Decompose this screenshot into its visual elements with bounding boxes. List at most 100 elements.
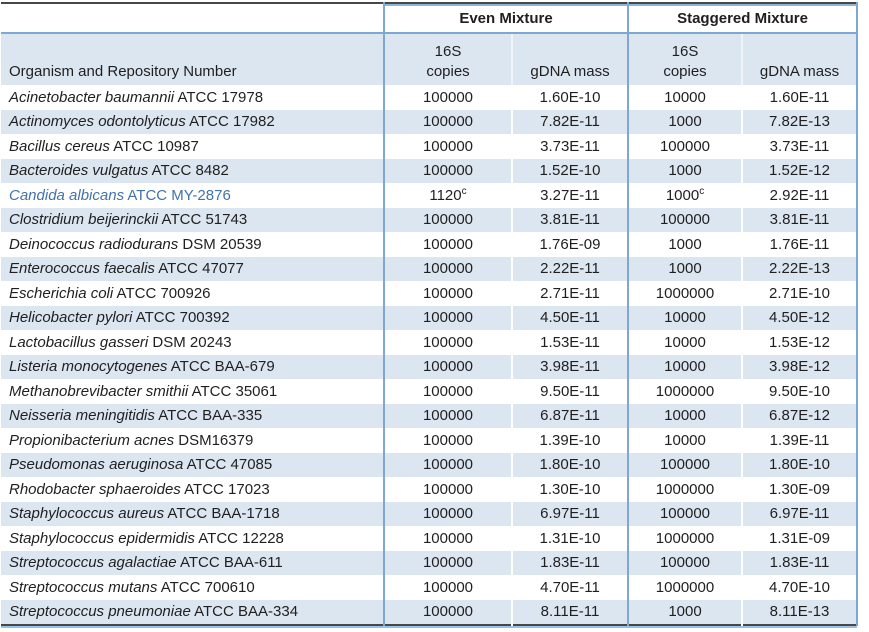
table-row: Acinetobacter baumannii ATCC 17978 100000… (1, 85, 858, 110)
staggered-16s-copies-cell: 1000000 (627, 575, 743, 600)
even-gdna-mass-cell: 9.50E-11 (540, 382, 600, 400)
even-gdna-mass-cell: 2.22E-11 (540, 260, 600, 278)
even-16s-copies-cell: 100000 (383, 158, 513, 183)
table-row: Streptococcus mutans ATCC 700610 100000 4.… (1, 575, 858, 600)
footnote-marker: c (461, 185, 467, 197)
even-gdna-mass-cell: 1.52E-10 (539, 162, 601, 180)
staggered-gdna-mass-cell: 4.70E-10 (742, 575, 858, 600)
group-header-spacer (1, 3, 384, 34)
organism-species-name: Methanobrevibacter smithii (9, 382, 189, 400)
even-gdna-mass-cell: 6.87E-11 (540, 407, 600, 425)
organism-cell: Enterococcus faecalis ATCC 47077 (9, 260, 244, 278)
organism-species-name: Propionibacterium acnes (9, 431, 175, 449)
organism-cell: Methanobrevibacter smithii ATCC 35061 (9, 382, 278, 400)
staggered-gdna-mass-cell: 7.82E-13 (742, 109, 858, 134)
even-16s-copies-cell: 100000 (383, 477, 513, 502)
staggered-16s-copies-cell: 1000000 (627, 379, 743, 404)
staggered-16s-copies-cell: 1000c (627, 183, 743, 208)
staggered-gdna-mass-cell: 2.71E-10 (742, 281, 858, 306)
organism-cell: Neisseria meningitidis ATCC BAA-335 (9, 407, 263, 425)
even-16s-copies-cell: 100000 (383, 134, 513, 159)
organism-cell: Listeria monocytogenes ATCC BAA-679 (9, 358, 275, 376)
staggered-16s-copies-cell: 100000 (627, 207, 743, 232)
staggered-gdna-mass-cell: 8.11E-13 (742, 599, 858, 625)
staggered-gdna-mass-cell: 2.92E-11 (742, 183, 858, 208)
staggered-gdna-mass-cell: 1.80E-10 (742, 452, 858, 477)
even-16s-copies-cell: 100000 (383, 428, 513, 453)
header-16s-line: 16S (434, 42, 462, 60)
table-row: Helicobacter pylori ATCC 700392 100000 4.5… (1, 305, 858, 330)
organism-cell: Streptococcus pneumoniae ATCC BAA-334 (9, 603, 299, 621)
staggered-16s-copies-cell: 10000 (627, 305, 743, 330)
organism-mixture-table: Even Mixture Staggered Mixture Organism … (1, 2, 858, 626)
staggered-16s-copies-cell: 10000 (627, 354, 743, 379)
table-row: Neisseria meningitidis ATCC BAA-335 10000… (1, 403, 858, 428)
table-row: Staphylococcus aureus ATCC BAA-1718 10000… (1, 501, 858, 526)
even-gdna-mass-cell: 1.60E-10 (539, 88, 601, 106)
even-gdna-mass-cell: 2.71E-11 (540, 284, 600, 302)
table-row: Staphylococcus epidermidis ATCC 12228 100… (1, 526, 858, 551)
staggered-gdna-mass-cell: 6.87E-12 (742, 403, 858, 428)
staggered-16s-copies-cell: 1000000 (627, 526, 743, 551)
staggered-16s-copies-cell: 1000 (627, 599, 743, 625)
even-16s-copies-cell: 100000 (383, 232, 513, 257)
column-header-even-16s-copies: 16S copies (383, 33, 513, 85)
table-row: Rhodobacter sphaeroides ATCC 17023 100000… (1, 477, 858, 502)
staggered-gdna-mass-cell: 1.76E-11 (742, 232, 858, 257)
staggered-16s-copies-cell: 1000 (627, 158, 743, 183)
staggered-16s-copies-cell: 10000 (627, 428, 743, 453)
organism-cell: Acinetobacter baumannii ATCC 17978 (9, 88, 264, 106)
organism-species-name: Deinococcus radiodurans (9, 235, 179, 253)
even-gdna-mass-cell: 1.30E-10 (539, 480, 601, 498)
table-row: Deinococcus radiodurans DSM 20539 100000 1… (1, 232, 858, 257)
organism-species-name: Helicobacter pylori (9, 309, 133, 327)
footnote-marker: c (699, 185, 705, 197)
organism-cell: Bacteroides vulgatus ATCC 8482 (9, 162, 229, 180)
even-gdna-mass-cell: 3.81E-11 (540, 211, 600, 229)
staggered-16s-copies-cell: 100000 (627, 501, 743, 526)
organism-species-name: Bacteroides vulgatus (9, 162, 149, 180)
staggered-gdna-mass-cell: 4.50E-12 (742, 305, 858, 330)
staggered-gdna-mass-cell: 2.22E-13 (742, 256, 858, 281)
even-16s-copies-cell: 100000 (383, 109, 513, 134)
group-header-staggered-mixture: Staggered Mixture (627, 3, 858, 34)
organism-species-name: Streptococcus pneumoniae (9, 603, 191, 621)
table-row: Escherichia coli ATCC 700926 100000 2.71E-… (1, 281, 858, 306)
organism-species-name: Lactobacillus gasseri (9, 333, 149, 351)
staggered-16s-copies-cell: 10000 (627, 85, 743, 110)
even-gdna-mass-cell: 1.83E-11 (540, 554, 600, 572)
organism-species-name: Bacillus cereus (9, 137, 110, 155)
organism-species-name: Enterococcus faecalis (9, 260, 155, 278)
staggered-gdna-mass-cell: 1.52E-12 (742, 158, 858, 183)
sub-header-row: Organism and Repository Number 16S copie… (1, 33, 858, 85)
even-gdna-mass-cell: 3.27E-11 (540, 186, 600, 204)
even-gdna-mass-cell: 4.50E-11 (540, 309, 600, 327)
header-copies-line: copies (426, 62, 470, 80)
even-16s-copies-cell: 100000 (383, 452, 513, 477)
organism-species-name: Staphylococcus epidermidis (9, 529, 195, 547)
organism-species-name: Streptococcus agalactiae (9, 554, 177, 572)
table-row: Streptococcus agalactiae ATCC BAA-611 100… (1, 550, 858, 575)
staggered-gdna-mass-cell: 1.31E-09 (742, 526, 858, 551)
mock-community-table: Even Mixture Staggered Mixture Organism … (1, 2, 858, 628)
staggered-16s-copies-cell: 100000 (627, 452, 743, 477)
header-16s-line: 16S (671, 42, 699, 60)
even-16s-copies-cell: 100000 (383, 330, 513, 355)
staggered-16s-copies-cell: 1000000 (627, 477, 743, 502)
even-16s-copies-cell: 100000 (383, 281, 513, 306)
organism-cell: Pseudomonas aeruginosa ATCC 47085 (9, 456, 273, 474)
table-row: Streptococcus pneumoniae ATCC BAA-334 100… (1, 599, 858, 625)
table-row: Propionibacterium acnes DSM16379 100000 1.… (1, 428, 858, 453)
column-header-staggered-16s-copies: 16S copies (627, 33, 743, 85)
even-gdna-mass-cell: 1.80E-10 (539, 456, 601, 474)
staggered-gdna-mass-cell: 6.97E-11 (742, 501, 858, 526)
even-16s-copies-cell: 100000 (383, 403, 513, 428)
column-header-even-gdna-mass: gDNA mass (512, 33, 628, 85)
organism-species-name: Pseudomonas aeruginosa (9, 456, 184, 474)
staggered-16s-copies-cell: 10000 (627, 330, 743, 355)
table-row: Bacillus cereus ATCC 10987 100000 3.73E-11… (1, 134, 858, 159)
even-16s-copies-cell: 100000 (383, 526, 513, 551)
group-header-row: Even Mixture Staggered Mixture (1, 3, 858, 34)
organism-species-name: Clostridium beijerinckii (9, 211, 159, 229)
organism-cell: Helicobacter pylori ATCC 700392 (9, 309, 230, 327)
